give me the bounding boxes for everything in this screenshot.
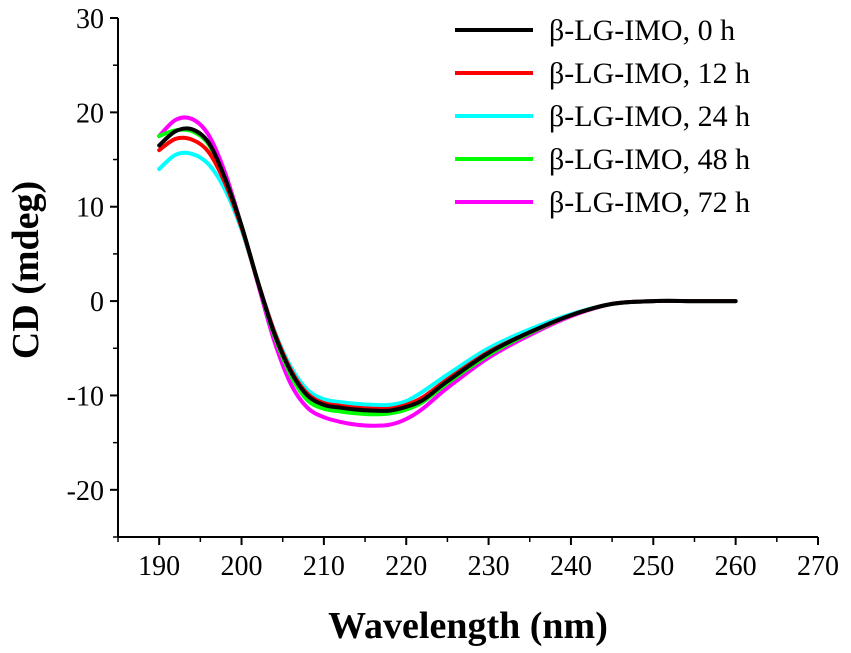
x-tick-label: 200: [221, 551, 263, 582]
x-tick-label: 210: [303, 551, 345, 582]
x-tick-label: 270: [797, 551, 839, 582]
series-line-1: [157, 135, 738, 411]
y-axis-title: CD (mdeg): [5, 181, 47, 359]
x-tick-label: 190: [138, 551, 180, 582]
legend-label-3: β-LG-IMO, 48 h: [549, 143, 750, 176]
y-tick-label: -10: [67, 381, 104, 412]
legend-label-2: β-LG-IMO, 24 h: [549, 100, 750, 133]
legend-label-4: β-LG-IMO, 72 h: [549, 186, 750, 219]
axes: 190 200 210 220 230 240 250 260 270 -20 -10 0 10 20 30: [67, 4, 839, 582]
legend-label-1: β-LG-IMO, 12 h: [549, 57, 750, 90]
y-tick-label: 10: [76, 193, 104, 224]
x-tick-label: 240: [550, 551, 592, 582]
x-tick-label: 250: [632, 551, 674, 582]
y-tick-label: 0: [90, 287, 104, 318]
x-axis-title: Wavelength (nm): [328, 605, 608, 647]
x-tick-label: 220: [385, 551, 427, 582]
x-tick-label: 260: [715, 551, 757, 582]
y-tick-label: 30: [76, 4, 104, 35]
series-lines: [157, 115, 738, 428]
legend-label-0: β-LG-IMO, 0 h: [549, 14, 735, 47]
series-line-0: [157, 126, 738, 413]
y-tick-label: -20: [67, 476, 104, 507]
x-tick-label: 230: [468, 551, 510, 582]
legend: β-LG-IMO, 0 h β-LG-IMO, 12 h β-LG-IMO, 24 …: [455, 14, 750, 219]
y-tick-label: 20: [76, 98, 104, 129]
